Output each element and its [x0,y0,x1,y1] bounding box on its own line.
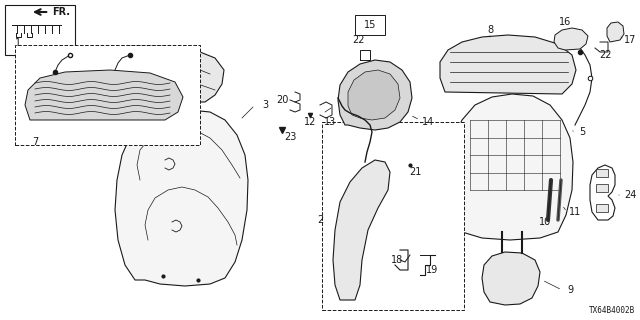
Polygon shape [554,28,588,50]
Text: 15: 15 [364,20,376,30]
Bar [596,169,608,177]
Text: 5: 5 [579,127,585,137]
Text: 9: 9 [567,285,573,295]
Polygon shape [590,165,615,220]
Polygon shape [78,46,224,102]
Text: 11: 11 [569,207,581,217]
Text: 3: 3 [262,100,268,110]
Text: 12: 12 [304,117,316,127]
Polygon shape [440,35,576,94]
Text: 24: 24 [624,190,636,200]
Polygon shape [450,94,573,240]
Text: 19: 19 [426,265,438,275]
Text: 18: 18 [391,255,403,265]
Polygon shape [115,110,248,286]
Bar [322,122,464,310]
Text: 7: 7 [32,137,38,147]
Polygon shape [348,70,400,120]
Bar [596,184,608,192]
Text: 1: 1 [15,38,21,48]
Text: 13: 13 [324,117,336,127]
Text: 22: 22 [352,35,364,45]
Text: 21: 21 [409,167,421,177]
Text: 20: 20 [276,95,288,105]
Text: FR.: FR. [35,7,70,17]
Bar [15,45,200,145]
Polygon shape [482,252,540,305]
Polygon shape [333,160,390,300]
Text: 6: 6 [65,75,71,85]
Text: 23: 23 [284,132,296,142]
Polygon shape [607,22,624,42]
Polygon shape [25,70,183,120]
Text: 14: 14 [422,117,434,127]
Text: 16: 16 [559,17,571,27]
Polygon shape [338,60,412,130]
Text: 2: 2 [317,215,323,225]
Text: 22: 22 [599,50,611,60]
Text: TX64B4002B: TX64B4002B [589,306,635,315]
Text: 10: 10 [539,217,551,227]
Bar [355,15,385,35]
Bar [5,5,75,55]
Text: 8: 8 [487,25,493,35]
Bar [596,204,608,212]
Text: 17: 17 [624,35,636,45]
